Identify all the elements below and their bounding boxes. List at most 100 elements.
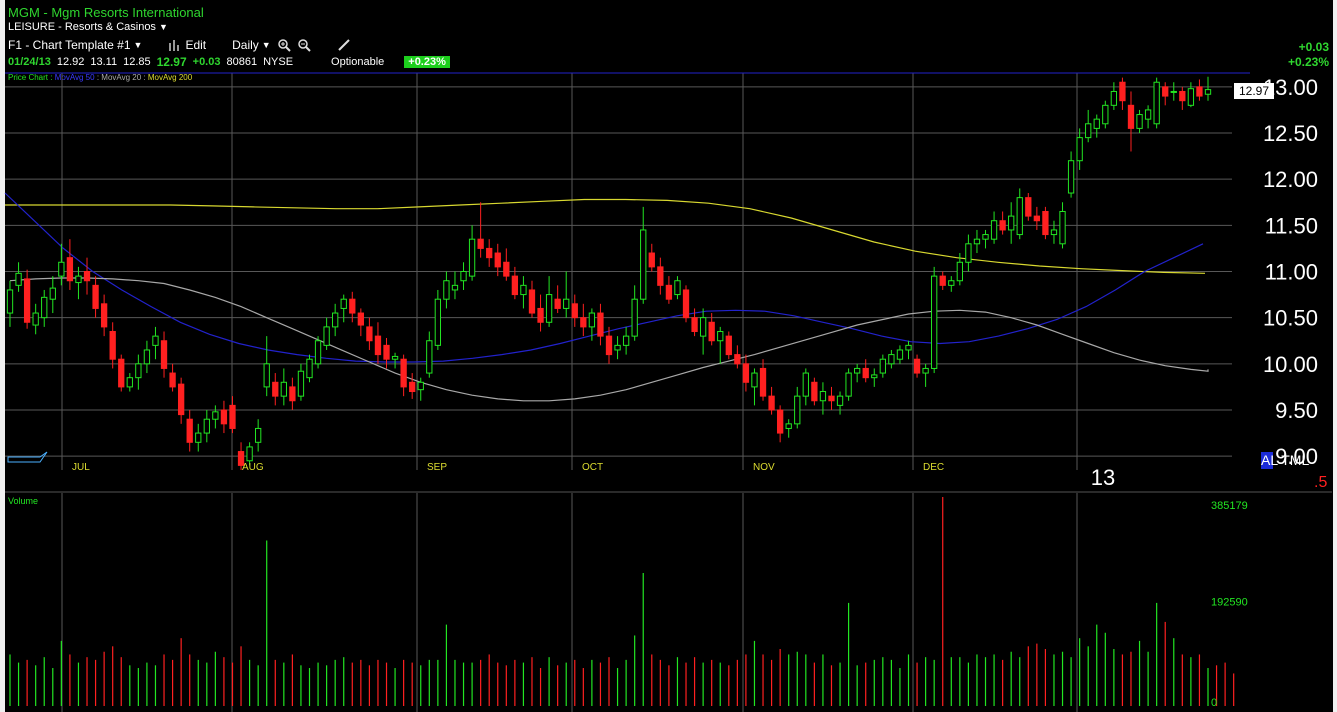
candle-body bbox=[263, 363, 270, 388]
zoom-in-icon bbox=[277, 39, 291, 52]
candle-body bbox=[545, 294, 553, 323]
candle-body bbox=[152, 335, 159, 346]
change-abs: +0.03 bbox=[1298, 40, 1329, 54]
ma20-line bbox=[9, 277, 1209, 402]
sector-subtitle[interactable]: LEISURE - Resorts & Casinos ▼ bbox=[8, 21, 168, 33]
candle-body bbox=[1127, 104, 1135, 129]
candle-body bbox=[742, 363, 750, 383]
candle-body bbox=[1059, 210, 1066, 245]
altml-highlight bbox=[1261, 452, 1273, 469]
candle-body bbox=[1196, 86, 1203, 97]
candle-body bbox=[768, 395, 775, 411]
candle-body bbox=[708, 321, 715, 342]
candle-body bbox=[468, 238, 476, 277]
candle-body bbox=[443, 280, 450, 300]
candle-body bbox=[374, 335, 382, 356]
change-pct: +0.23% bbox=[1287, 55, 1329, 69]
candle-body bbox=[597, 312, 604, 337]
quote-high: 13.11 bbox=[90, 56, 118, 68]
candle-body bbox=[922, 367, 929, 374]
candle-body bbox=[486, 247, 493, 259]
candle-body bbox=[682, 289, 690, 319]
candle-body bbox=[1085, 123, 1092, 139]
template-dropdown[interactable]: F1 - Chart Template #1 ▼ bbox=[8, 38, 142, 52]
candle-body bbox=[229, 404, 236, 429]
candle-body bbox=[1076, 137, 1083, 162]
volume-axis: 385179 192590 0 bbox=[1211, 500, 1248, 709]
period-dropdown[interactable]: Daily ▼ bbox=[232, 38, 271, 52]
legend-price-chart: Price Chart : bbox=[8, 73, 53, 82]
scroll-handle-icon[interactable] bbox=[7, 451, 48, 463]
candle-body bbox=[665, 284, 673, 300]
price-tick-label: 9.50 bbox=[1275, 398, 1318, 423]
candle-body bbox=[1033, 215, 1041, 222]
candle-body bbox=[177, 383, 185, 416]
draw-tool-button[interactable] bbox=[337, 38, 351, 52]
symbol-title: MGM - Mgm Resorts International bbox=[8, 5, 204, 20]
sector-label: LEISURE - Resorts & Casinos bbox=[8, 21, 156, 33]
candle-body bbox=[1025, 197, 1032, 217]
candle-body bbox=[854, 367, 861, 374]
candle-body bbox=[605, 335, 613, 356]
candle-body bbox=[49, 287, 56, 300]
candle-body bbox=[939, 275, 946, 286]
candle-body bbox=[417, 381, 424, 391]
candle-body bbox=[246, 446, 253, 462]
indicator-legend: Price Chart : MovAvg 50 : MovAvg 20 : Mo… bbox=[8, 73, 193, 82]
candle-body bbox=[1042, 210, 1049, 236]
candle-body bbox=[503, 261, 510, 277]
zoom-out-button[interactable] bbox=[297, 38, 311, 52]
change-badge: +0.23% bbox=[404, 56, 450, 68]
template-label: F1 - Chart Template #1 bbox=[8, 38, 131, 52]
ma50-line bbox=[4, 192, 1204, 363]
edit-label: Edit bbox=[185, 38, 207, 52]
candle-body bbox=[15, 272, 22, 286]
zoom-in-button[interactable] bbox=[277, 38, 291, 52]
price-tick-label: 10.00 bbox=[1263, 352, 1318, 377]
month-axis: JUL AUG SEP OCT NOV DEC bbox=[72, 462, 944, 473]
candle-body bbox=[905, 344, 912, 351]
volume-grid bbox=[61, 493, 1078, 712]
candle-body bbox=[691, 317, 698, 333]
candle-body bbox=[931, 275, 938, 369]
candle-body bbox=[220, 409, 228, 425]
candle-body bbox=[289, 386, 296, 402]
month-label: AUG bbox=[242, 462, 264, 473]
candle-body bbox=[759, 367, 767, 397]
candle-body bbox=[6, 289, 14, 314]
candle-body bbox=[896, 349, 904, 360]
price-axis: 9.009.5010.0010.5011.0011.5012.0012.5013… bbox=[1263, 75, 1318, 469]
legend-ma200[interactable]: MovAvg 200 bbox=[147, 73, 193, 82]
price-tick-label: 12.00 bbox=[1263, 167, 1318, 192]
candle-body bbox=[426, 340, 433, 374]
candle-body bbox=[1119, 81, 1126, 102]
period-label: Daily bbox=[232, 38, 259, 52]
chevron-down-icon: ▼ bbox=[261, 40, 271, 50]
candle-body bbox=[383, 344, 390, 360]
candle-body bbox=[819, 391, 827, 402]
candle-body bbox=[357, 312, 364, 326]
candle-body bbox=[451, 284, 459, 291]
candle-body bbox=[332, 312, 339, 328]
month-label: DEC bbox=[923, 462, 944, 473]
candle-body bbox=[391, 355, 399, 360]
last-price-marker bbox=[1234, 83, 1274, 99]
altml-label[interactable]: AL TML bbox=[1261, 452, 1309, 468]
price-grid bbox=[5, 73, 1232, 470]
legend-ma20[interactable]: MovAvg 20 bbox=[101, 73, 142, 82]
candle-body bbox=[828, 395, 835, 402]
chevron-down-icon: ▼ bbox=[159, 22, 168, 32]
legend-ma50[interactable]: MovAvg 50 bbox=[54, 73, 95, 82]
candle-body bbox=[1067, 160, 1075, 194]
candle-body bbox=[528, 289, 536, 314]
candle-body bbox=[1170, 90, 1177, 93]
candle-body bbox=[734, 354, 741, 365]
candle-body bbox=[75, 275, 82, 284]
candle-body bbox=[965, 243, 972, 263]
candle-body bbox=[674, 280, 681, 296]
candle-body bbox=[554, 298, 561, 309]
candle-body bbox=[66, 257, 74, 282]
edit-button[interactable]: Edit bbox=[168, 38, 206, 52]
candle-body bbox=[1179, 90, 1186, 102]
